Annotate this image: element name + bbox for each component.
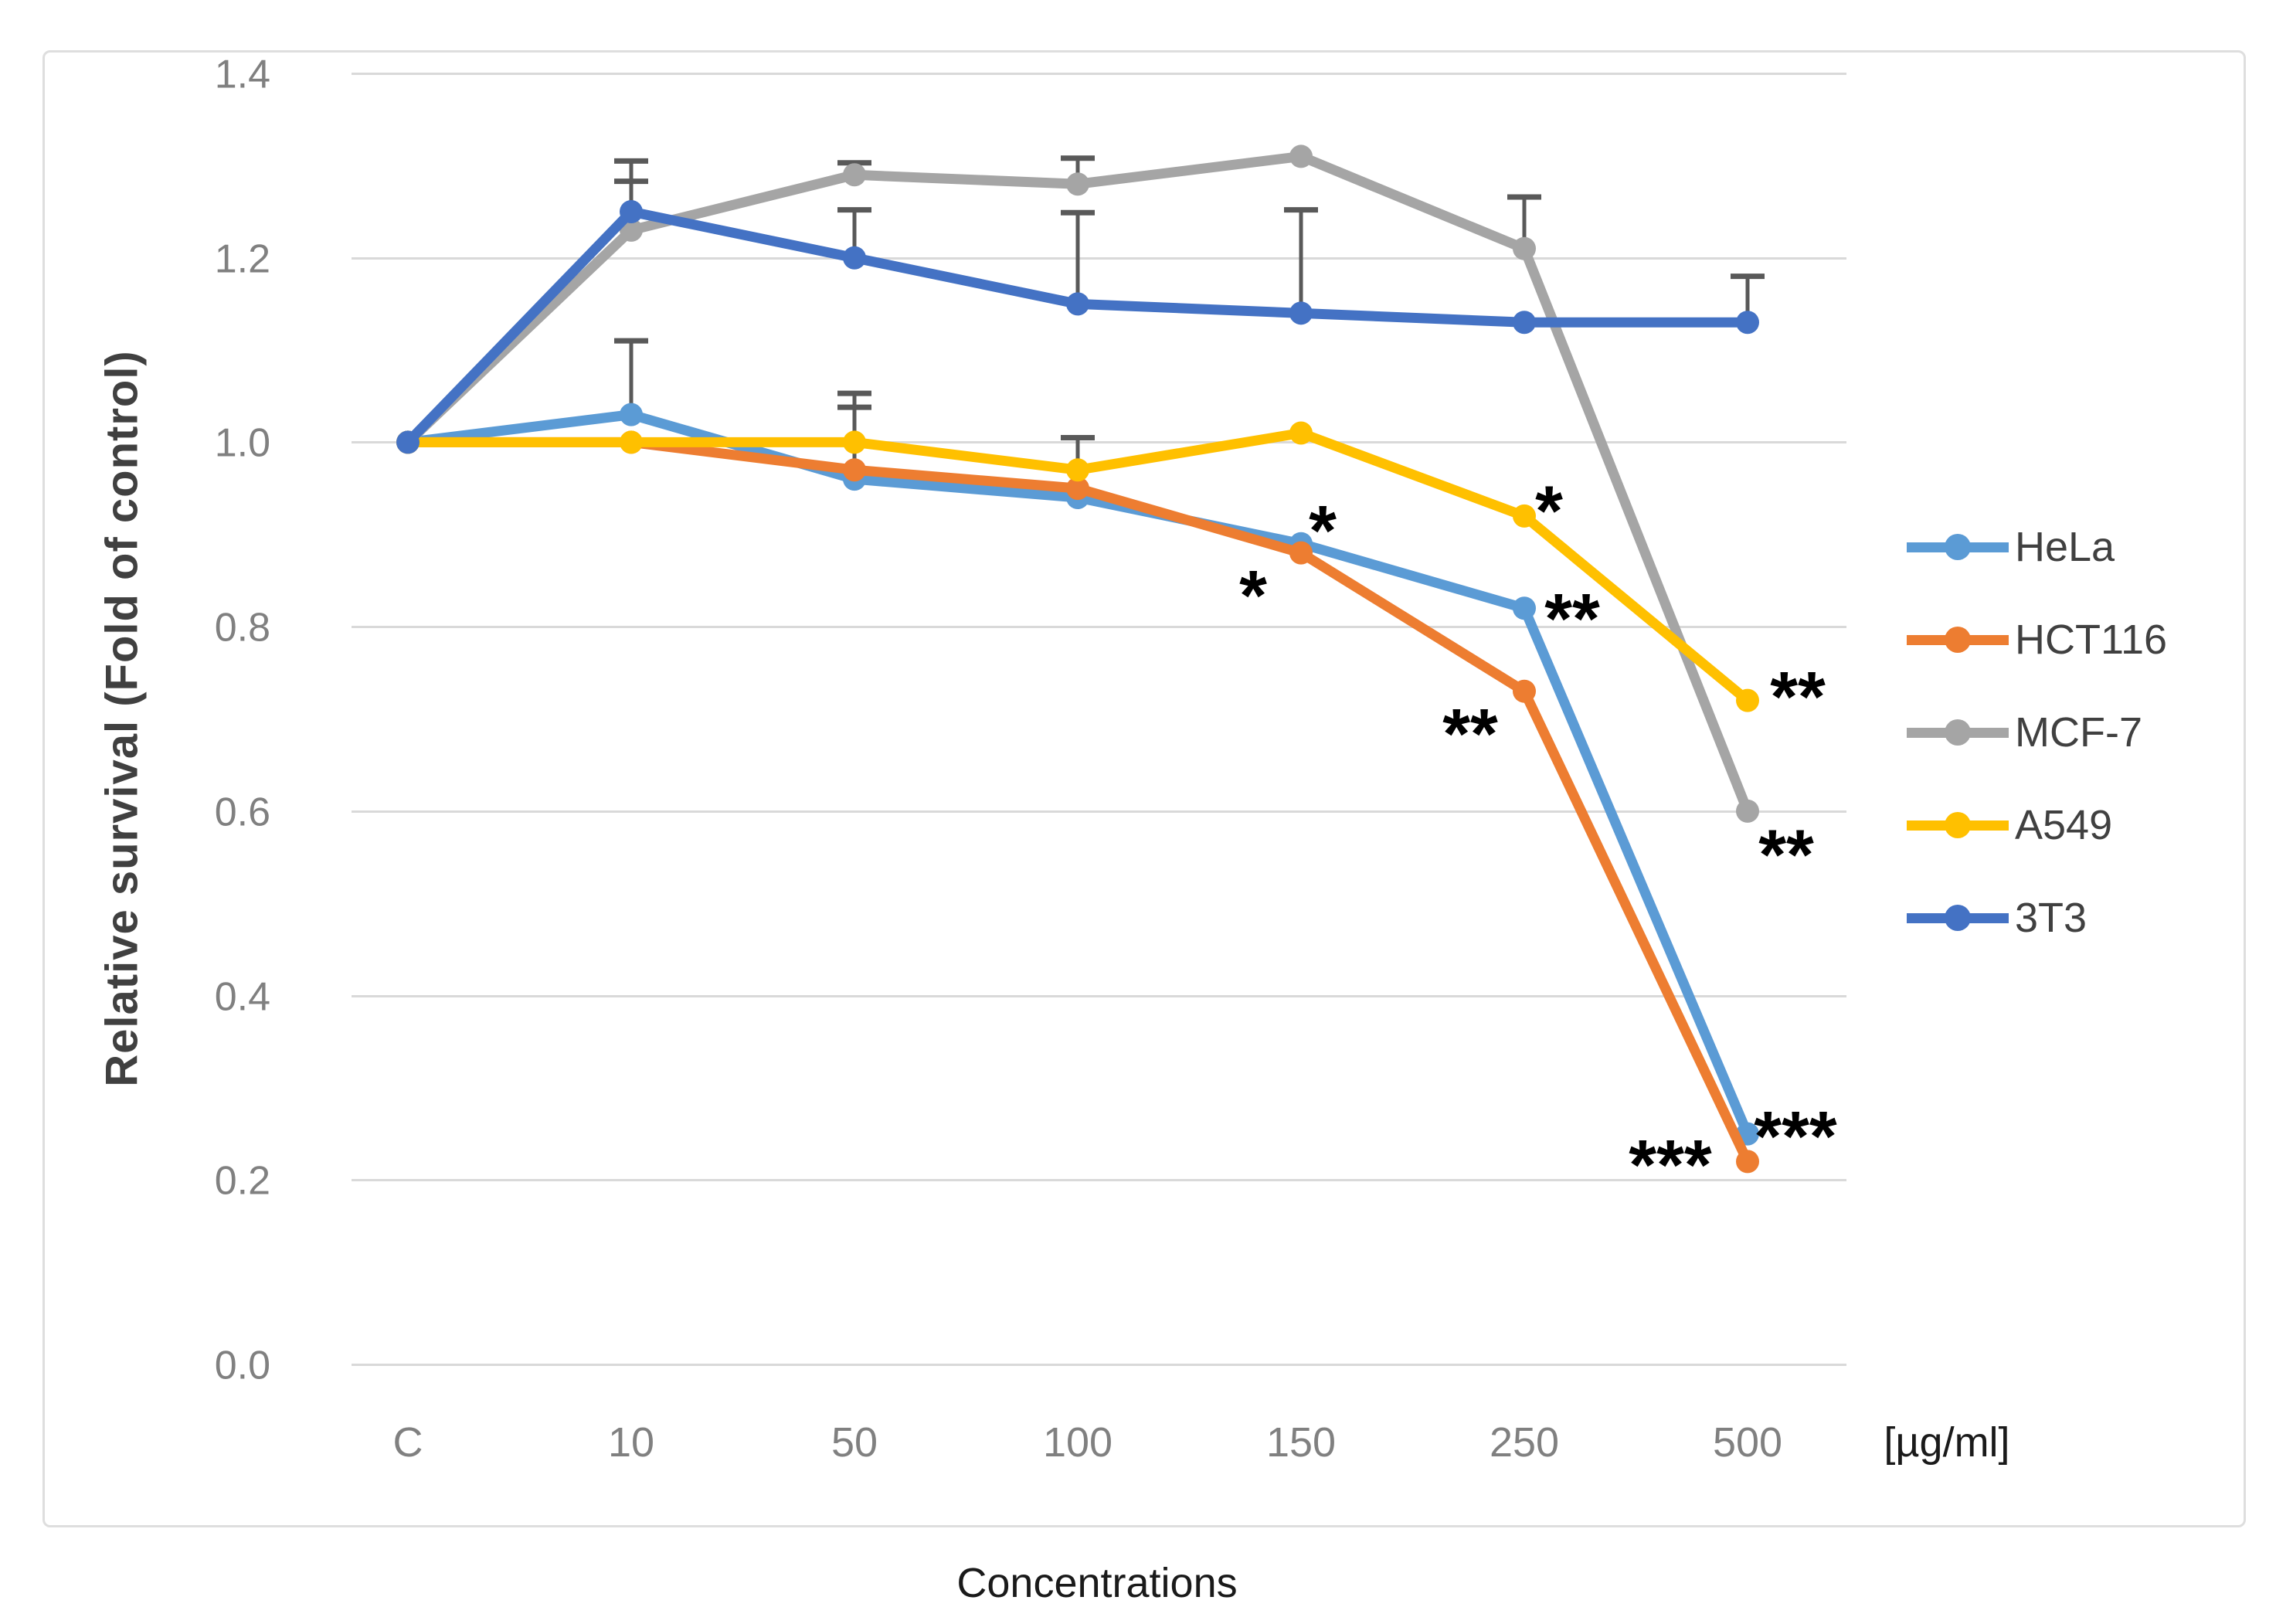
y-tick-label: 1.4 xyxy=(215,53,270,97)
x-tick-label: 250 xyxy=(1490,1419,1559,1466)
data-point-3T3-C xyxy=(396,430,420,454)
y-axis-title: Relative survival (Fold of control) xyxy=(97,350,148,1087)
legend-line-marker-A549 xyxy=(1907,812,2009,838)
legend-line-marker-HCT116 xyxy=(1907,627,2009,653)
data-point-HCT116-50 xyxy=(843,458,866,482)
data-point-A549-500 xyxy=(1736,688,1759,712)
legend-dot-HCT116 xyxy=(1945,627,1971,653)
legend-item-HCT116: HCT116 xyxy=(1907,617,2168,663)
legend-item-MCF-7: MCF-7 xyxy=(1907,709,2167,756)
data-point-MCF-7-500 xyxy=(1736,799,1759,823)
chart-legend: HeLa HCT116 MCF-7 A549 3T3 xyxy=(1907,524,2168,941)
data-point-HeLa-10 xyxy=(620,403,643,426)
legend-dot-A549 xyxy=(1945,812,1971,838)
legend-label-HCT116: HCT116 xyxy=(2015,617,2168,663)
data-point-HCT116-150 xyxy=(1289,541,1313,565)
significance-marker-HCT116-500: *** xyxy=(1629,1126,1712,1204)
y-tick-label: 1.0 xyxy=(215,421,270,466)
x-axis-unit-label: [µg/ml] xyxy=(1884,1419,2009,1466)
legend-label-3T3: 3T3 xyxy=(2015,895,2087,941)
x-tick-label: 100 xyxy=(1043,1419,1113,1466)
data-point-HCT116-100 xyxy=(1066,477,1089,501)
significance-marker-A549-250: * xyxy=(1535,472,1563,551)
significance-marker-HCT116-150: * xyxy=(1239,557,1267,636)
x-axis-title: Concentrations xyxy=(956,1560,1238,1606)
legend-line-marker-3T3 xyxy=(1907,905,2009,931)
data-point-HCT116-250 xyxy=(1513,679,1536,703)
legend-item-3T3: 3T3 xyxy=(1907,895,2167,941)
data-point-A549-50 xyxy=(843,430,866,454)
data-point-3T3-250 xyxy=(1513,311,1536,335)
data-point-3T3-500 xyxy=(1736,311,1759,335)
data-point-A549-250 xyxy=(1513,504,1536,528)
significance-marker-HeLa-500: *** xyxy=(1754,1098,1837,1177)
y-tick-label: 0.0 xyxy=(215,1344,270,1388)
data-point-MCF-7-250 xyxy=(1513,236,1536,260)
data-point-MCF-7-150 xyxy=(1289,144,1313,168)
data-point-A549-10 xyxy=(620,430,643,454)
y-tick-label: 0.6 xyxy=(215,790,270,835)
data-point-MCF-7-50 xyxy=(843,163,866,187)
data-point-A549-150 xyxy=(1289,421,1313,445)
x-tick-label: 150 xyxy=(1266,1419,1336,1466)
data-point-3T3-10 xyxy=(620,200,643,224)
chart-outer-border xyxy=(42,50,2246,1527)
x-tick-label: 50 xyxy=(831,1419,878,1466)
legend-label-A549: A549 xyxy=(2015,802,2113,848)
significance-marker-HeLa-150: * xyxy=(1309,492,1337,571)
y-tick-label: 0.4 xyxy=(215,975,270,1020)
legend-label-HeLa: HeLa xyxy=(2015,524,2115,570)
data-point-MCF-7-100 xyxy=(1066,172,1089,196)
legend-dot-MCF-7 xyxy=(1945,719,1971,746)
significance-marker-MCF-7-500: ** xyxy=(1758,816,1814,895)
data-point-HCT116-500 xyxy=(1736,1150,1759,1174)
x-tick-label: C xyxy=(393,1419,423,1466)
significance-marker-HCT116-250: ** xyxy=(1442,695,1498,774)
data-point-3T3-50 xyxy=(843,246,866,270)
x-tick-label: 10 xyxy=(608,1419,654,1466)
y-tick-label: 0.2 xyxy=(215,1159,270,1204)
legend-line-marker-HeLa xyxy=(1907,534,2009,560)
significance-marker-HeLa-250: ** xyxy=(1544,579,1600,658)
legend-dot-3T3 xyxy=(1945,905,1971,931)
data-point-HeLa-250 xyxy=(1513,596,1536,620)
x-tick-label: 500 xyxy=(1713,1419,1782,1466)
legend-dot-HeLa xyxy=(1945,534,1971,560)
legend-item-HeLa: HeLa xyxy=(1907,524,2167,570)
data-point-3T3-150 xyxy=(1289,301,1313,325)
y-tick-label: 1.2 xyxy=(215,237,270,282)
legend-label-MCF-7: MCF-7 xyxy=(2015,709,2142,756)
data-point-A549-100 xyxy=(1066,458,1089,482)
y-tick-label: 0.8 xyxy=(215,606,270,651)
significance-marker-A549-500: ** xyxy=(1770,658,1826,737)
legend-item-A549: A549 xyxy=(1907,802,2167,848)
legend-line-marker-MCF-7 xyxy=(1907,719,2009,746)
data-point-3T3-100 xyxy=(1066,292,1089,316)
